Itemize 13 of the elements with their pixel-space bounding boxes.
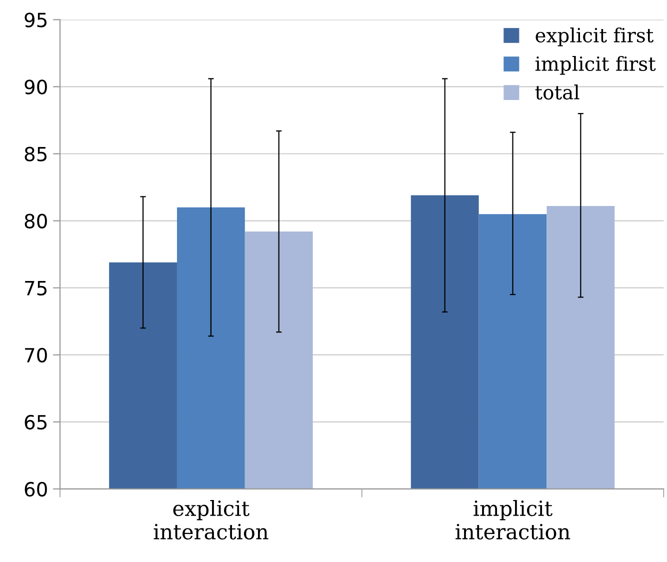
x-tick-label: implicit interaction: [456, 500, 570, 540]
y-tick-label: 60: [24, 482, 47, 497]
legend-label: total: [535, 84, 580, 100]
y-tick-label: 80: [24, 214, 47, 228]
y-tick-label: 65: [24, 414, 47, 430]
y-tick-label: 85: [24, 146, 47, 162]
x-tick-label: explicit interaction: [154, 500, 268, 540]
y-tick-label: 70: [25, 348, 47, 363]
legend-label: explicit first: [536, 27, 654, 46]
y-tick-label: 95: [24, 12, 47, 28]
y-tick-label: 90: [24, 80, 47, 94]
legend-label: implicit first: [535, 56, 656, 75]
y-tick-label: 75: [25, 281, 47, 296]
